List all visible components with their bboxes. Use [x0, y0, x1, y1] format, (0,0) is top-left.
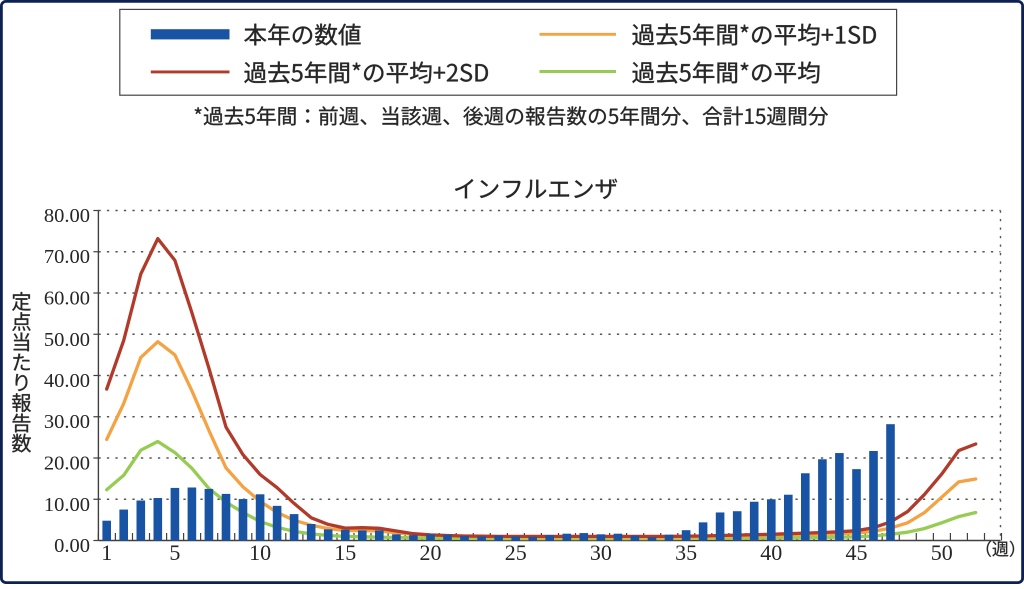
svg-text:20.00: 20.00 — [44, 453, 90, 475]
svg-text:1: 1 — [101, 540, 112, 565]
svg-text:0.00: 0.00 — [54, 535, 90, 557]
svg-text:30: 30 — [590, 540, 612, 565]
svg-text:5: 5 — [169, 540, 180, 565]
svg-text:50: 50 — [931, 540, 953, 565]
svg-text:45: 45 — [846, 540, 868, 565]
svg-text:50.00: 50.00 — [44, 329, 90, 351]
svg-text:60.00: 60.00 — [44, 288, 90, 310]
svg-text:80.00: 80.00 — [44, 205, 90, 227]
svg-text:15: 15 — [334, 540, 356, 565]
svg-text:40.00: 40.00 — [44, 370, 90, 392]
svg-text:70.00: 70.00 — [44, 246, 90, 268]
svg-text:20: 20 — [420, 540, 442, 565]
svg-text:40: 40 — [760, 540, 782, 565]
svg-text:10: 10 — [249, 540, 271, 565]
svg-text:30.00: 30.00 — [44, 411, 90, 433]
svg-text:25: 25 — [505, 540, 527, 565]
svg-text:35: 35 — [675, 540, 697, 565]
svg-text:10.00: 10.00 — [44, 494, 90, 516]
